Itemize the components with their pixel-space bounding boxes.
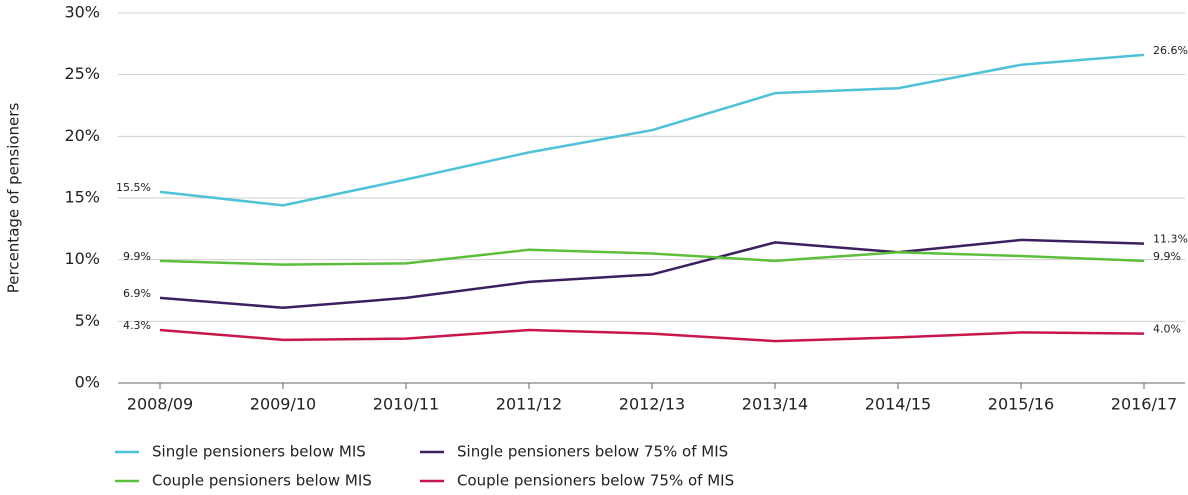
y-tick-label: 10%: [64, 249, 100, 268]
x-tick-label: 2008/09: [127, 395, 193, 414]
legend-label: Couple pensioners below 75% of MIS: [457, 472, 734, 490]
x-tick-label: 2012/13: [619, 395, 685, 414]
value-label: 4.0%: [1153, 323, 1181, 336]
y-tick-label: 15%: [64, 188, 100, 207]
value-label: 9.9%: [1153, 250, 1181, 263]
x-tick-label: 2014/15: [865, 395, 931, 414]
y-tick-label: 0%: [75, 373, 100, 392]
value-label: 4.3%: [123, 319, 151, 332]
x-tick-label: 2009/10: [250, 395, 316, 414]
value-label: 9.9%: [123, 250, 151, 263]
value-label: 26.6%: [1153, 44, 1188, 57]
legend-label: Single pensioners below 75% of MIS: [457, 443, 728, 461]
x-tick-label: 2013/14: [742, 395, 808, 414]
series-line: [159, 328, 1145, 343]
x-tick-label: 2010/11: [373, 395, 439, 414]
value-label: 15.5%: [116, 181, 151, 194]
value-label: 11.3%: [1153, 233, 1188, 246]
series-line: [159, 248, 1145, 266]
series-line: [159, 238, 1145, 310]
y-axis-label: Percentage of pensioners: [5, 103, 23, 294]
x-tick-label: 2016/17: [1111, 395, 1177, 414]
x-tick-label: 2011/12: [496, 395, 562, 414]
value-label: 6.9%: [123, 287, 151, 300]
y-tick-label: 30%: [64, 3, 100, 22]
legend-label: Single pensioners below MIS: [152, 443, 366, 461]
series-line: [159, 53, 1145, 207]
legend-label: Couple pensioners below MIS: [152, 472, 372, 490]
x-tick-label: 2015/16: [988, 395, 1054, 414]
y-tick-label: 25%: [64, 64, 100, 83]
y-tick-label: 5%: [75, 311, 100, 330]
y-tick-label: 20%: [64, 126, 100, 145]
